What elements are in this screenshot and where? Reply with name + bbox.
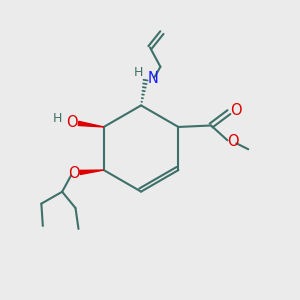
Text: H: H [53,112,62,125]
Text: O: O [227,134,238,149]
Text: N: N [148,71,158,86]
Polygon shape [80,170,104,175]
Text: O: O [66,115,77,130]
Text: H: H [134,66,143,79]
Polygon shape [78,121,104,127]
Text: O: O [68,166,80,181]
Text: O: O [230,103,241,118]
